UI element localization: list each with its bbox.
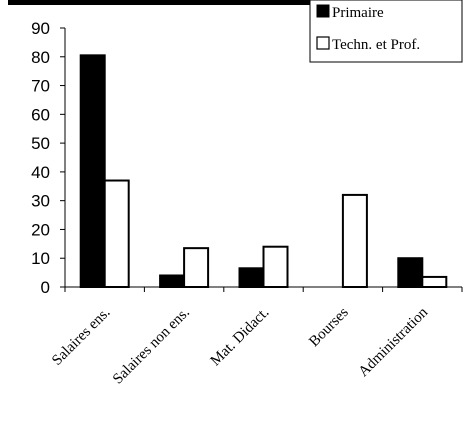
y-tick-label: 30 [31, 192, 50, 211]
y-tick-label: 20 [31, 220, 50, 239]
legend: Primaire Techn. et Prof. [309, 0, 463, 63]
y-tick-label: 60 [31, 105, 50, 124]
y-tick-label: 50 [31, 134, 50, 153]
y-tick-label: 70 [31, 77, 50, 96]
legend-swatch-techn-prof [316, 36, 330, 50]
legend-box [309, 0, 463, 63]
legend-label-primaire: Primaire [332, 5, 384, 21]
top-border-bar [8, 0, 310, 5]
bar-primaire [79, 54, 106, 289]
bar-techn-prof [341, 193, 368, 289]
bar-techn-prof [103, 179, 130, 288]
bar-primaire [397, 257, 424, 289]
y-tick-label: 40 [31, 163, 50, 182]
y-tick-label: 10 [31, 249, 50, 268]
legend-swatch-primaire [316, 4, 330, 18]
y-tick-label: 90 [31, 19, 50, 38]
y-tick-label: 0 [41, 278, 50, 297]
bar-techn-prof [183, 247, 210, 288]
legend-label-techn-prof: Techn. et Prof. [332, 37, 420, 53]
bar-primaire [159, 274, 186, 289]
bar-primaire [238, 267, 265, 288]
bar-techn-prof [421, 275, 448, 288]
y-tick-label: 80 [31, 48, 50, 67]
bar-techn-prof [262, 245, 289, 288]
y-axis: 0 10 20 30 40 50 60 70 80 90 [31, 19, 66, 297]
